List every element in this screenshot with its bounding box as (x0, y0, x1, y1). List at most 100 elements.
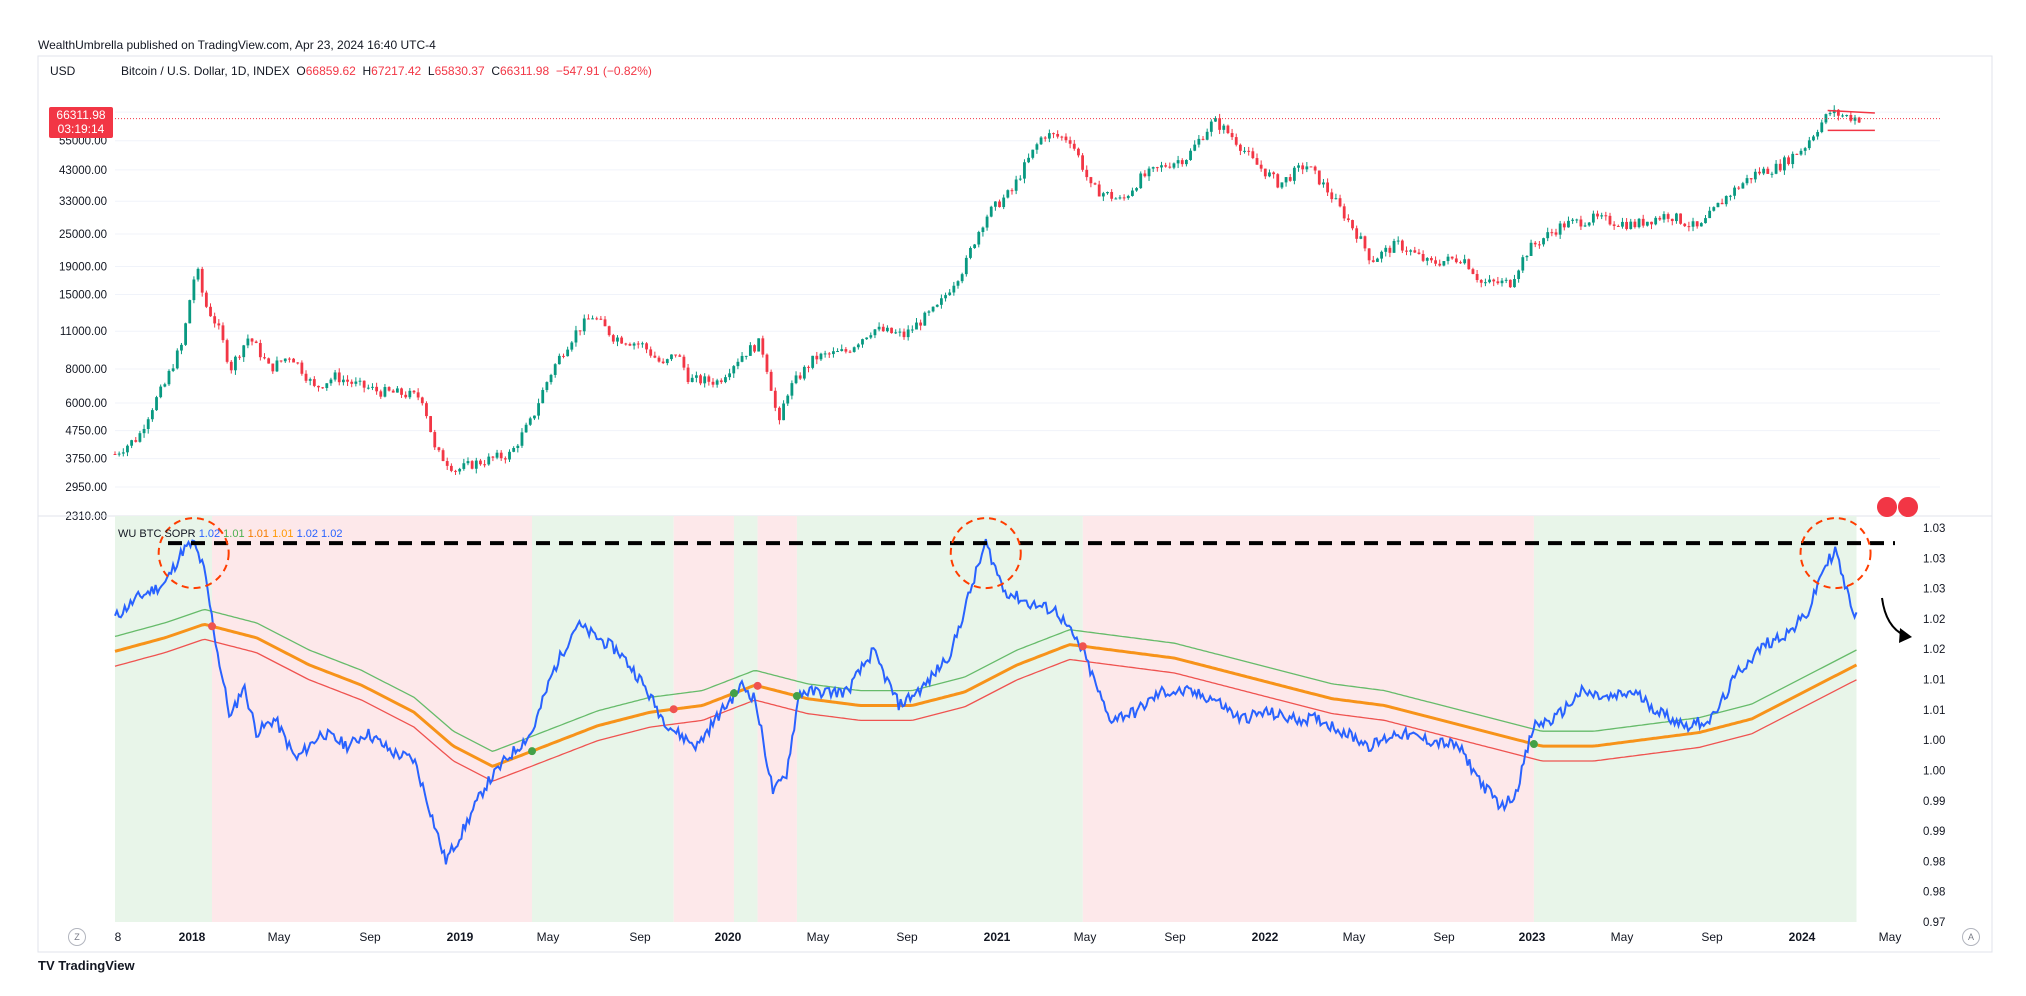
candle-body (1027, 157, 1031, 163)
candle-body (1388, 247, 1392, 253)
candle-body (715, 380, 719, 385)
candle-body (1650, 221, 1653, 225)
candle-body (915, 322, 918, 330)
time-tick-label: Sep (1164, 930, 1186, 944)
candle-body (1052, 133, 1055, 135)
candle-body (1637, 218, 1641, 228)
price-tick-label: 43000.00 (59, 165, 107, 177)
candle-body (1247, 150, 1251, 152)
candle-body (449, 465, 453, 471)
candle-body (1255, 158, 1259, 165)
candle-body (304, 373, 308, 381)
price-tick-label: 19000.00 (59, 262, 107, 274)
tradingview-logo-text: TradingView (58, 958, 135, 973)
candle-body (375, 386, 379, 392)
candle-body (736, 361, 740, 367)
candle-body (1434, 260, 1437, 264)
candle-body (1006, 190, 1010, 198)
candle-body (1251, 151, 1255, 159)
candle-body (508, 451, 511, 460)
candle-body (1695, 221, 1699, 227)
candle-body (744, 355, 748, 357)
candle-body (271, 363, 275, 372)
candle-body (1641, 218, 1645, 226)
candle-body (479, 460, 482, 465)
tradingview-logo-icon: TV (38, 958, 55, 973)
candle-body (1413, 250, 1417, 253)
candle-body (1276, 174, 1280, 188)
candle-body (366, 387, 370, 389)
time-tick-label: Sep (1433, 930, 1455, 944)
candle-body (1031, 149, 1035, 158)
candle-body (1675, 213, 1678, 222)
candle-body (690, 377, 694, 383)
candle-body (582, 318, 586, 332)
time-tick-label: 2019 (447, 930, 474, 944)
candle-body (694, 375, 698, 378)
indicator-annotations (157, 517, 1912, 643)
scale-zoom-button[interactable]: Z (68, 928, 86, 946)
auto-scale-button[interactable]: A (1962, 928, 1980, 946)
candle-body (1135, 188, 1138, 191)
candle-body (491, 456, 495, 458)
price-tick-label: 8000.00 (65, 364, 107, 376)
time-tick-label: 8 (115, 930, 122, 944)
crossover-dot (792, 691, 801, 700)
indicator-legend[interactable]: WU BTC SOPR 1.02 1.01 1.01 1.01 1.02 1.0… (118, 528, 342, 540)
currency-label[interactable]: USD (50, 64, 76, 78)
candle-body (499, 452, 503, 459)
candle-body (728, 373, 732, 378)
candle-body (117, 453, 121, 455)
candle-body (861, 339, 864, 345)
candle-body (429, 416, 433, 433)
candle-body (1783, 157, 1786, 171)
candle-body (238, 356, 241, 358)
price-tick-label: 15000.00 (59, 290, 107, 302)
close-label: C (491, 64, 500, 78)
candle-body (1766, 168, 1770, 174)
candle-body (1317, 170, 1321, 185)
candle-body (724, 377, 727, 383)
candle-body (1234, 137, 1238, 145)
candle-body (1313, 166, 1317, 171)
candle-body (1280, 182, 1284, 188)
candle-body (229, 361, 233, 371)
candle-body (171, 368, 175, 371)
candle-body (699, 375, 702, 384)
indicator-tick-label: 0.99 (1923, 826, 1945, 838)
candle-body (400, 388, 403, 395)
tradingview-logo[interactable]: TV TradingView (38, 958, 135, 973)
candle-body (1284, 177, 1288, 183)
us-flag-icon[interactable] (1877, 497, 1897, 517)
candle-body (1230, 133, 1234, 138)
candle-body (225, 340, 229, 362)
candle-body (624, 343, 628, 345)
symbol-name[interactable]: Bitcoin / U.S. Dollar, 1D, INDEX (121, 64, 290, 78)
candle-body (1787, 157, 1790, 165)
candle-body (657, 357, 661, 362)
candle-body (877, 326, 881, 330)
candle-body (395, 388, 399, 393)
candle-body (1189, 150, 1192, 160)
close-value: 66311.98 (499, 64, 550, 78)
high-value: 67217.42 (371, 64, 422, 78)
ma-upper-band (114, 608, 1857, 752)
candle-body (150, 410, 154, 420)
last-price-tag: 66311.98 03:19:14 (49, 107, 113, 138)
candle-body (425, 403, 428, 417)
candle-body (628, 344, 632, 346)
us-flag-icon[interactable] (1898, 497, 1918, 517)
candle-body (1089, 177, 1093, 184)
candle-body (1351, 220, 1354, 229)
candle-body (1533, 242, 1537, 245)
candle-body (1517, 270, 1521, 279)
candle-body (1737, 187, 1741, 189)
candle-body (445, 461, 449, 466)
time-tick-label: 2024 (1789, 930, 1816, 944)
candle-body (823, 353, 827, 355)
candle-body (1562, 223, 1566, 228)
candle-body (1608, 215, 1612, 225)
candle-body (902, 331, 906, 338)
candle-body (782, 403, 785, 421)
